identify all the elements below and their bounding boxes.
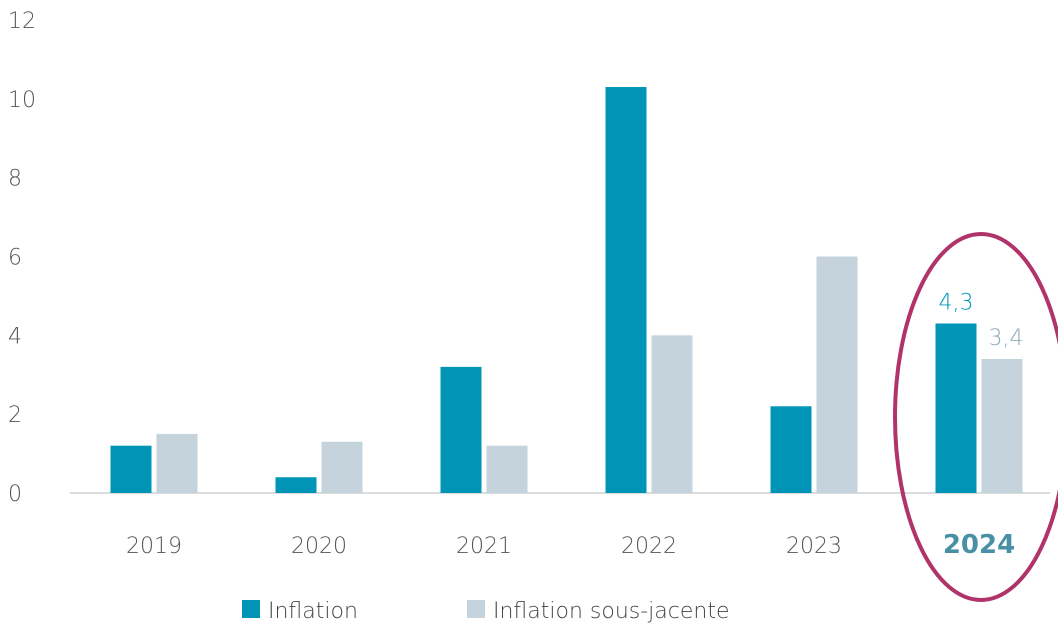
data-labels: 4,3 3,4 bbox=[939, 291, 1024, 351]
bar-inflation-sous-jacente-2022 bbox=[651, 335, 693, 493]
legend-label: Inflation bbox=[268, 599, 358, 624]
y-tick-label: 12 bbox=[8, 9, 36, 34]
x-tick-label: 2023 bbox=[786, 534, 842, 559]
legend-swatch-inflation-sous-jacente bbox=[467, 600, 485, 618]
bar-inflation-sous-jacente-2023 bbox=[816, 256, 858, 493]
data-label: 3,4 bbox=[989, 326, 1024, 351]
bar-inflation-2021 bbox=[440, 366, 482, 493]
legend-label: Inflation sous-jacente bbox=[493, 599, 730, 624]
highlight-ellipse bbox=[893, 232, 1058, 602]
bar-inflation-2023 bbox=[770, 406, 812, 493]
x-tick-label: 2024 bbox=[943, 530, 1015, 560]
bar-inflation-sous-jacente-2019 bbox=[156, 433, 198, 493]
legend-swatch-inflation bbox=[242, 600, 260, 618]
bar-inflation-2024 bbox=[935, 323, 977, 493]
x-tick-label: 2021 bbox=[456, 534, 512, 559]
data-label: 4,3 bbox=[939, 291, 974, 316]
bar-inflation-2019 bbox=[110, 445, 152, 493]
x-tick-label: 2022 bbox=[621, 534, 677, 559]
y-tick-label: 8 bbox=[8, 167, 22, 192]
bar-inflation-sous-jacente-2020 bbox=[321, 441, 363, 493]
y-tick-label: 4 bbox=[8, 324, 22, 349]
y-tick-label: 0 bbox=[8, 482, 22, 507]
bar-inflation-sous-jacente-2021 bbox=[486, 445, 528, 493]
y-tick-label: 6 bbox=[8, 246, 22, 271]
bars bbox=[110, 87, 1023, 493]
legend: Inflation Inflation sous-jacente bbox=[242, 599, 730, 624]
y-tick-label: 2 bbox=[8, 403, 22, 428]
bar-inflation-2022 bbox=[605, 87, 647, 493]
x-tick-label: 2020 bbox=[291, 534, 347, 559]
x-axis-labels: 2019 2020 2021 2022 2023 2024 bbox=[126, 530, 1015, 560]
bar-inflation-sous-jacente-2024 bbox=[981, 358, 1023, 493]
y-tick-label: 10 bbox=[8, 88, 36, 113]
bar-inflation-2020 bbox=[275, 477, 317, 493]
x-tick-label: 2019 bbox=[126, 534, 182, 559]
y-axis-ticks: 0 2 4 6 8 10 12 bbox=[8, 9, 36, 507]
